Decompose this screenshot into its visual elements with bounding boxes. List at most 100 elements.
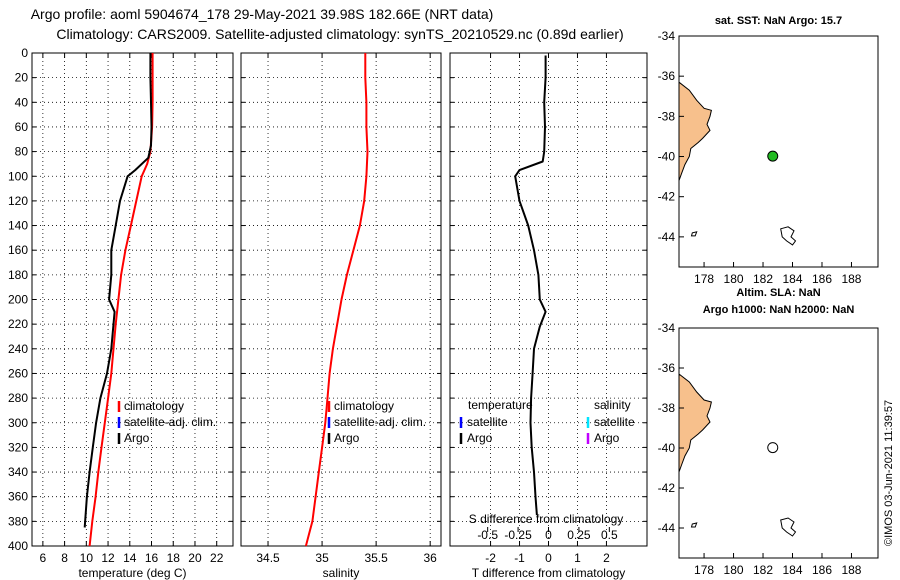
figure-title-line2: Climatology: CARS2009. Satellite-adjuste… [56,26,623,42]
map-subtitle: Argo h1000: NaN h2000: NaN [703,304,855,316]
x-tick-label: 35 [315,551,329,565]
depth-tick-label: 260 [8,366,28,380]
map-y-tick-label: -34 [658,321,676,335]
x-axis-label: T difference from climatology [472,566,626,580]
map-y-tick-label: -34 [658,29,676,43]
depth-tick-label: 160 [8,243,28,257]
s-tick-label: -0.5 [477,528,498,542]
x-tick-label: 16 [145,551,159,565]
difference-panel: -2 -1 0 1 2T difference from climatology temp… [449,52,648,580]
depth-tick-label: 320 [8,440,28,454]
sla-map: Altim. SLA: NaN Argo h1000: NaN h2000: Na… [658,287,879,577]
legend-label: satellite-adj. clim. [124,415,216,429]
x-tick-label: -2 [485,551,496,565]
depth-tick-label: 340 [8,465,28,479]
map-x-tick-label: 188 [841,563,861,577]
map-x-tick-label: 180 [724,563,744,577]
legend-title-salinity: salinity [594,398,631,412]
map-x-tick-label: 184 [782,563,802,577]
x-axis-label: salinity [323,566,360,580]
map-y-tick-label: -36 [658,69,676,83]
series-line-argo [83,53,153,528]
depth-tick-label: 40 [15,95,29,109]
timestamp-stamp: ©IMOS 03-Jun-2021 11:39:57 [883,400,895,546]
x-tick-label: 20 [188,551,202,565]
map-x-tick-label: 180 [724,272,744,286]
land-north-island [678,372,712,473]
depth-tick-label: 120 [8,194,28,208]
map-title: sat. SST: NaN Argo: 15.7 [715,15,842,27]
depth-tick-label: 280 [8,391,28,405]
islet-outline [690,231,698,237]
panel-frame [449,52,648,547]
depth-tick-label: 400 [8,539,28,553]
map-frame [678,327,879,559]
map-y-tick-label: -36 [658,361,676,375]
map-y-tick-label: -38 [658,109,676,123]
depth-tick-label: 380 [8,514,28,528]
sst-map: sat. SST: NaN Argo: 15.7 178 180 182 184 186 1… [658,15,879,286]
depth-tick-label: 100 [8,169,28,183]
x-tick-label: 6 [40,551,47,565]
legend-label-salinity: satellite [594,415,635,429]
legend-label: Argo [334,431,360,445]
depth-tick-label: 180 [8,268,28,282]
map-y-tick-label: -42 [658,481,676,495]
map-x-tick-label: 186 [812,563,832,577]
legend-title-temperature: temperature [468,398,533,412]
x-tick-label: 36 [424,551,438,565]
legend-label-temperature: Argo [467,431,493,445]
x-axis-label: temperature (deg C) [78,566,186,580]
legend-label: Argo [124,431,150,445]
x-tick-label: 10 [80,551,94,565]
legend-label: climatology [124,399,184,413]
legend-label: climatology [334,399,394,413]
depth-tick-label: 20 [15,71,29,85]
map-y-tick-label: -40 [658,441,676,455]
map-y-tick-label: -44 [658,521,676,535]
legend-label-salinity: Argo [594,431,620,445]
map-x-tick-label: 182 [753,563,773,577]
map-x-tick-label: 186 [812,272,832,286]
s-axis-label: S difference from climatology [469,512,624,526]
depth-tick-label: 80 [15,145,29,159]
depth-tick-label: 360 [8,490,28,504]
map-x-tick-label: 178 [694,272,714,286]
legend-label: satellite-adj. clim. [334,415,426,429]
x-tick-label: 22 [210,551,224,565]
x-tick-label: 14 [123,551,137,565]
salinity-panel: 34.5 35 35.5 36 salinity climatology satellite… [240,52,442,580]
map-y-tick-label: -40 [658,150,676,164]
depth-tick-label: 140 [8,219,28,233]
series-line-climatology [88,53,154,547]
x-tick-label: 0 [545,551,552,565]
map-frame [678,35,879,268]
x-tick-label: 35.5 [364,551,388,565]
temperature-panel: 6 8 10 12 14 16 18 20 22020406080100120140160180… [8,46,234,580]
depth-tick-label: 0 [21,46,28,60]
chatham-islands-outline [780,517,797,537]
argo-float-marker [767,150,779,162]
s-tick-label: -0.25 [504,528,532,542]
map-x-tick-label: 182 [753,272,773,286]
series-line-climatology [304,53,369,547]
map-title: Altim. SLA: NaN [736,287,820,299]
legend-label-temperature: satellite [467,415,508,429]
x-tick-label: 18 [167,551,181,565]
figure-title-line1: Argo profile: aoml 5904674_178 29-May-20… [31,6,494,22]
map-x-tick-label: 188 [841,272,861,286]
s-tick-label: 0.25 [567,528,591,542]
series-line-t [514,55,547,516]
s-tick-label: 0.5 [601,528,618,542]
x-tick-label: 8 [61,551,68,565]
argo-float-marker [767,442,779,454]
depth-tick-label: 60 [15,120,29,134]
chatham-islands-outline [780,226,797,246]
map-y-tick-label: -38 [658,401,676,415]
land-north-island [678,81,712,181]
depth-tick-label: 220 [8,317,28,331]
x-tick-label: 2 [603,551,610,565]
depth-tick-label: 200 [8,293,28,307]
map-x-tick-label: 184 [782,272,802,286]
